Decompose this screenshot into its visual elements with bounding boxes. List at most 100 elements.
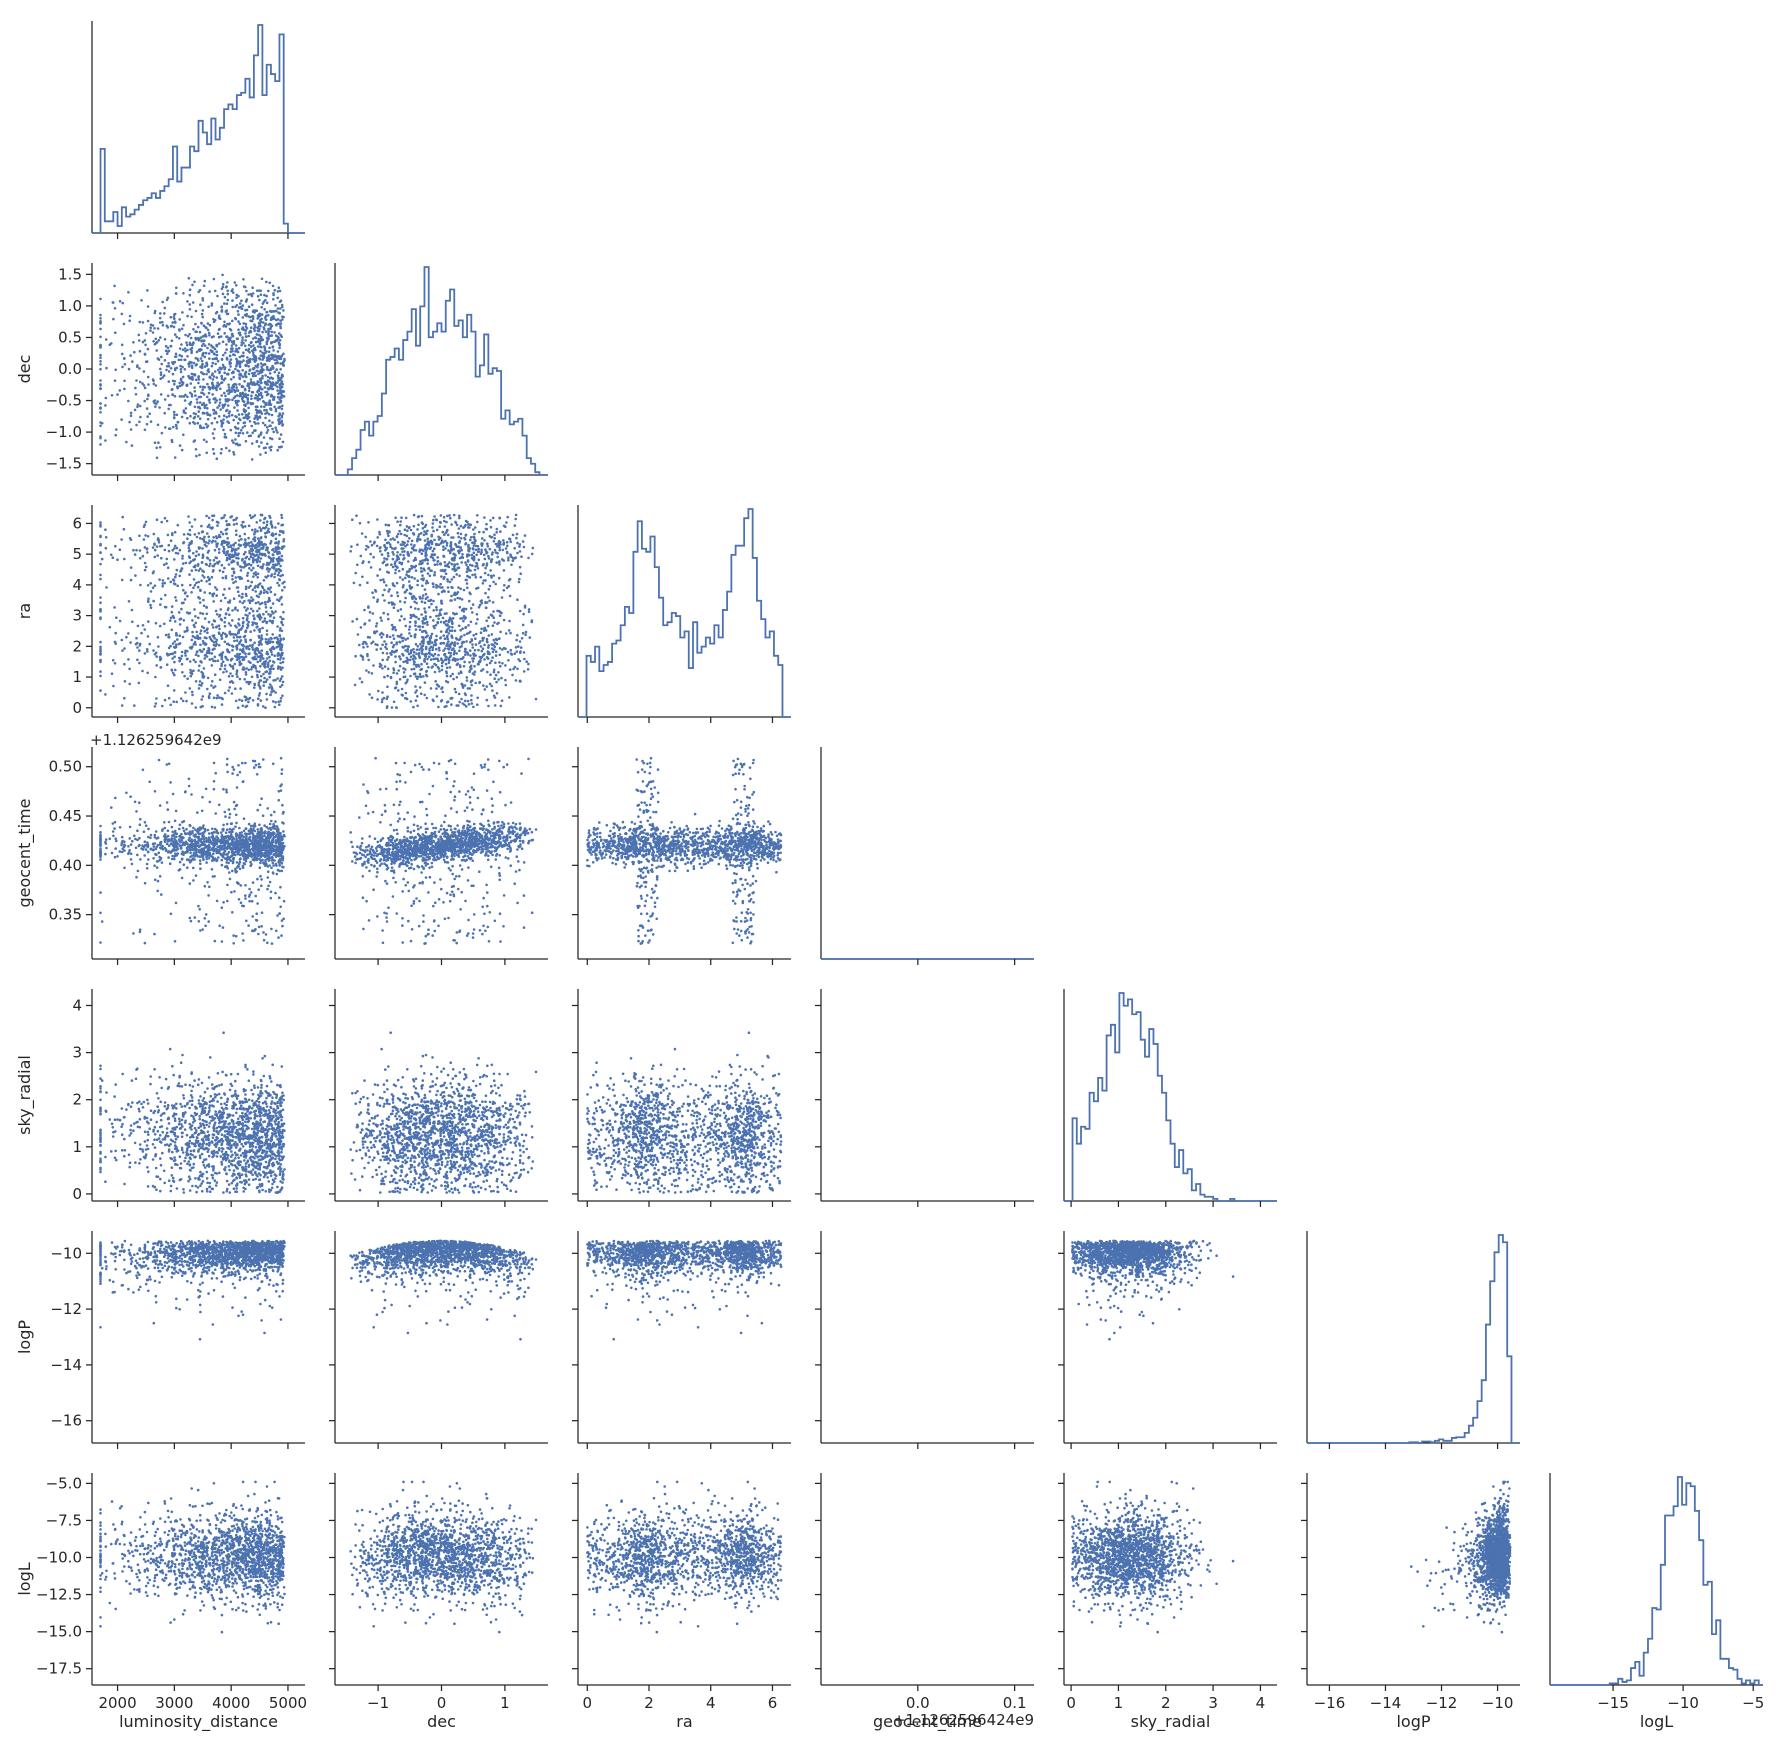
scatter-point bbox=[280, 603, 284, 606]
scatter-point bbox=[152, 382, 156, 386]
scatter-point bbox=[194, 364, 198, 367]
scatter-point bbox=[258, 356, 261, 360]
scatter-point bbox=[213, 289, 217, 293]
scatter-point bbox=[213, 370, 217, 373]
scatter-point bbox=[220, 305, 223, 309]
scatter-point bbox=[412, 660, 416, 663]
scatter-point bbox=[237, 575, 240, 579]
scatter-point bbox=[230, 549, 234, 553]
scatter-point bbox=[174, 551, 178, 555]
scatter-point bbox=[198, 648, 202, 652]
scatter-point bbox=[259, 293, 263, 297]
scatter-point bbox=[494, 673, 498, 677]
scatter-point bbox=[220, 696, 223, 700]
scatter-point bbox=[421, 597, 424, 600]
scatter-point bbox=[178, 623, 182, 626]
scatter-point bbox=[240, 354, 244, 358]
scatter-point bbox=[118, 619, 122, 623]
scatter-point bbox=[173, 673, 176, 677]
scatter-point bbox=[487, 596, 490, 599]
scatter-point bbox=[395, 642, 398, 646]
scatter-point bbox=[519, 650, 522, 653]
scatter-point bbox=[191, 301, 195, 304]
scatter-point bbox=[382, 578, 385, 581]
scatter-point bbox=[162, 374, 166, 377]
scatter-point bbox=[412, 513, 416, 517]
scatter-point bbox=[263, 345, 266, 348]
scatter-point bbox=[460, 598, 464, 601]
scatter-point bbox=[450, 562, 454, 566]
scatter-point bbox=[180, 607, 183, 611]
scatter-point bbox=[350, 545, 353, 548]
scatter-point bbox=[225, 828, 229, 831]
scatter-point bbox=[220, 367, 223, 370]
scatter-point bbox=[409, 634, 413, 638]
scatter-point bbox=[398, 576, 402, 579]
scatter-point bbox=[459, 524, 463, 528]
scatter-point bbox=[251, 431, 254, 435]
scatter-point bbox=[172, 579, 176, 582]
scatter-point bbox=[492, 670, 496, 674]
scatter-point bbox=[254, 546, 257, 550]
scatter-point bbox=[439, 620, 443, 624]
scatter-point bbox=[416, 677, 419, 680]
scatter-point bbox=[401, 550, 404, 554]
scatter-point bbox=[251, 588, 255, 592]
scatter-point bbox=[191, 343, 194, 347]
scatter-point bbox=[489, 525, 493, 529]
scatter-point bbox=[197, 580, 200, 584]
scatter-point bbox=[186, 348, 189, 352]
scatter-point bbox=[396, 594, 400, 598]
scatter-point bbox=[186, 395, 189, 399]
scatter-point bbox=[99, 436, 102, 440]
scatter-point bbox=[207, 331, 211, 335]
scatter-point bbox=[163, 698, 167, 702]
scatter-point bbox=[448, 629, 452, 632]
scatter-point bbox=[518, 577, 521, 581]
scatter-point bbox=[242, 351, 245, 355]
scatter-point bbox=[230, 333, 234, 336]
scatter-point bbox=[220, 703, 224, 706]
scatter-point bbox=[220, 516, 223, 520]
scatter-point bbox=[171, 372, 175, 376]
scatter-point bbox=[418, 628, 422, 632]
scatter-point bbox=[423, 539, 427, 542]
scatter-point bbox=[128, 682, 131, 686]
scatter-point bbox=[269, 693, 272, 697]
scatter-point bbox=[398, 678, 402, 681]
scatter-point bbox=[215, 399, 219, 402]
scatter-point bbox=[247, 541, 251, 545]
scatter-point bbox=[457, 586, 460, 589]
scatter-point bbox=[225, 348, 228, 351]
scatter-point bbox=[412, 647, 415, 651]
scatter-point bbox=[438, 649, 441, 652]
scatter-point bbox=[367, 521, 370, 524]
scatter-point bbox=[431, 526, 434, 529]
scatter-point bbox=[226, 298, 230, 302]
scatter-point bbox=[494, 650, 498, 653]
scatter-point bbox=[468, 687, 472, 690]
scatter-point bbox=[255, 333, 259, 336]
scatter-point bbox=[279, 677, 283, 680]
scatter-point bbox=[454, 554, 457, 557]
scatter-point bbox=[424, 554, 427, 558]
scatter-point bbox=[259, 362, 263, 365]
scatter-point bbox=[159, 597, 163, 601]
scatter-point bbox=[254, 571, 257, 574]
scatter-point bbox=[493, 645, 497, 648]
scatter-point bbox=[224, 655, 227, 659]
scatter-point bbox=[408, 620, 412, 624]
scatter-point bbox=[105, 586, 108, 589]
scatter-point bbox=[448, 580, 452, 584]
scatter-point bbox=[267, 350, 271, 354]
scatter-point bbox=[222, 405, 225, 408]
scatter-point bbox=[256, 649, 259, 652]
scatter-point bbox=[138, 339, 141, 342]
scatter-point bbox=[271, 345, 275, 349]
scatter-point bbox=[104, 536, 108, 539]
scatter-point bbox=[379, 550, 382, 553]
scatter-point bbox=[198, 683, 201, 687]
y-tick-label: 5 bbox=[72, 545, 82, 563]
scatter-point bbox=[451, 672, 455, 676]
scatter-point bbox=[204, 642, 208, 646]
